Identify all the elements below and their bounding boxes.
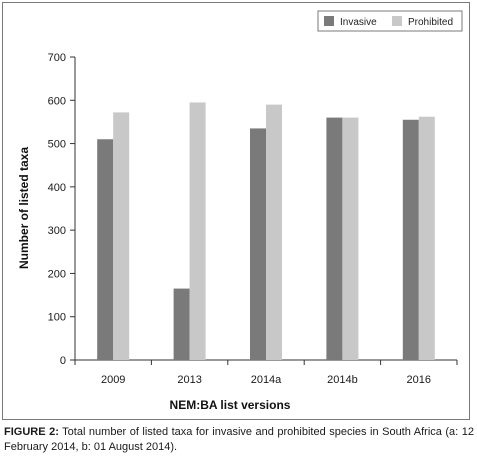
figure-frame (2, 2, 470, 420)
bar-invasive-2014b (326, 117, 343, 360)
x-axis-title: NEM:BA list versions (170, 398, 291, 412)
y-axis-title: Number of listed taxa (17, 147, 31, 269)
caption-text: Total number of listed taxa for invasive… (4, 426, 474, 453)
y-tick-label: 100 (48, 312, 66, 324)
y-tick-label: 500 (48, 139, 66, 151)
legend-label-prohibited: Prohibited (408, 17, 453, 28)
bar-prohibited-2016 (418, 116, 435, 360)
y-tick-label: 600 (48, 95, 66, 107)
y-tick-label: 400 (48, 182, 66, 194)
legend-swatch-invasive (324, 16, 334, 26)
caption-label: FIGURE 2: (4, 426, 59, 438)
bar-invasive-2014a (250, 128, 266, 360)
y-tick-label: 0 (60, 355, 66, 367)
legend-box (317, 10, 463, 32)
bar-prohibited-2013 (189, 102, 206, 360)
y-tick-label: 300 (48, 225, 66, 237)
axis-labels: 0 100 200 300 400 500 600 700 2009 2013 2014a 2014b… (48, 52, 431, 386)
bar-prohibited-2009 (113, 112, 130, 360)
figure-caption: FIGURE 2: Total number of listed taxa fo… (4, 425, 474, 455)
legend-swatch-prohibited (392, 16, 402, 26)
x-tick-label: 2014b (327, 374, 358, 386)
y-tick-label: 200 (48, 268, 66, 280)
x-tick-label: 2009 (101, 374, 125, 386)
x-tick-label: 2013 (177, 374, 201, 386)
x-tick-label: 2014a (251, 374, 282, 386)
y-tick-label: 700 (48, 52, 66, 64)
legend: Invasive Prohibited (317, 10, 463, 32)
bar-invasive-2016 (402, 119, 419, 360)
bars (97, 102, 435, 360)
x-tick-label: 2016 (407, 374, 431, 386)
bar-prohibited-2014b (342, 117, 359, 360)
legend-label-invasive: Invasive (340, 17, 377, 28)
bar-invasive-2013 (173, 288, 190, 360)
bar-prohibited-2014a (266, 104, 282, 360)
bar-invasive-2009 (97, 139, 114, 360)
